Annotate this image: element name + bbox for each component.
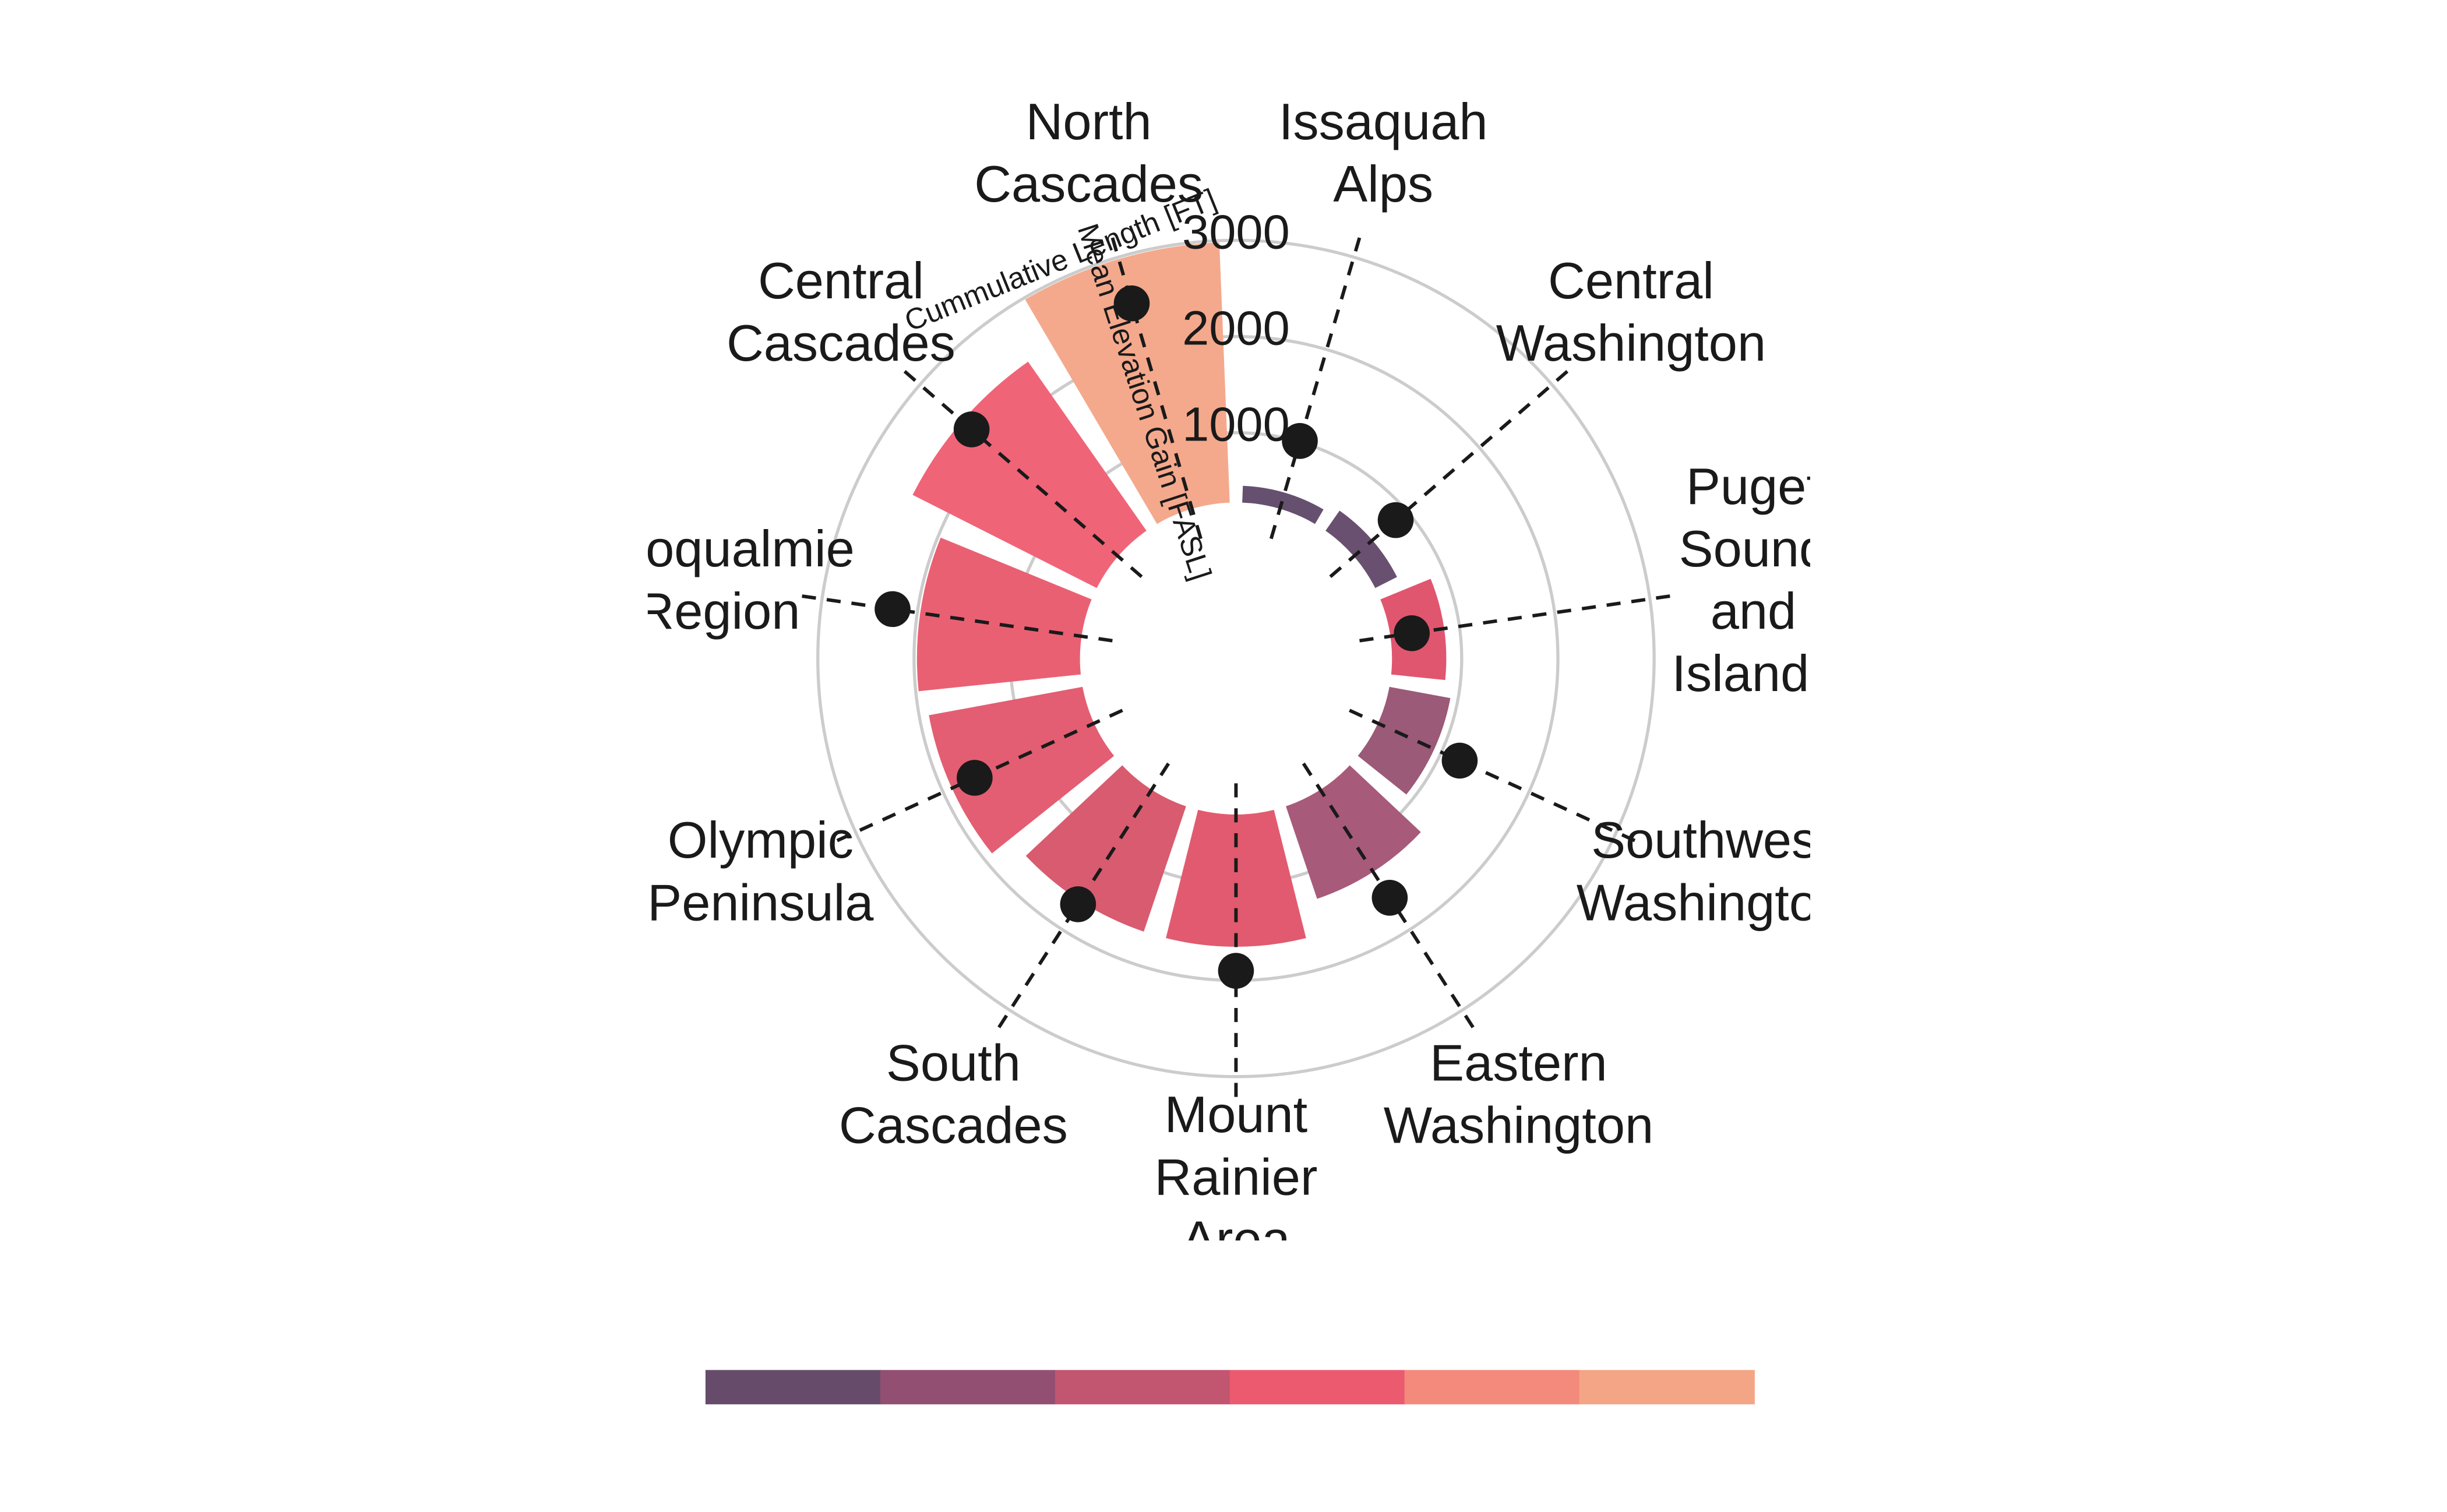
dot — [1394, 615, 1430, 651]
category-label: Eastern Washington — [1384, 1034, 1653, 1154]
colorbar-swatch — [880, 1370, 1056, 1405]
r-tick-label: 2000 — [1182, 301, 1290, 355]
dot — [1218, 953, 1254, 989]
colorbar — [705, 1370, 1755, 1405]
dot — [957, 760, 993, 796]
category-label: Southwest Washington — [1577, 812, 1846, 932]
spoke — [1329, 369, 1570, 579]
bar — [929, 682, 1135, 854]
dot — [1377, 502, 1414, 538]
category-label: Mount Rainier Area — [1154, 1085, 1317, 1268]
dot — [1113, 285, 1150, 322]
category-label: Issaquah Alps — [1279, 93, 1488, 213]
spoke — [1349, 709, 1637, 843]
category-label: Snoqualmie Region — [583, 520, 855, 640]
center-hole — [1080, 502, 1392, 815]
category-label: Central Washington — [1496, 252, 1766, 372]
dot — [1060, 886, 1096, 922]
dot — [1441, 742, 1478, 779]
dot — [953, 411, 990, 447]
category-label: Central Cascades — [727, 252, 955, 372]
category-label: South Cascades — [839, 1034, 1068, 1154]
dot — [1371, 879, 1408, 916]
bar — [1025, 242, 1231, 547]
colorbar-swatch — [705, 1370, 882, 1405]
r-tick-label: 3000 — [1182, 205, 1290, 259]
spoke — [800, 594, 1113, 643]
dot — [875, 591, 911, 628]
grid-circle — [816, 238, 1656, 1079]
r-tick-label: 1000 — [1182, 397, 1290, 452]
category-label: North Cascades — [974, 93, 1203, 213]
colorbar-swatch — [1404, 1370, 1580, 1405]
colorbar-swatch — [1579, 1370, 1755, 1405]
colorbar-swatch — [1055, 1370, 1231, 1405]
bar — [916, 537, 1116, 692]
category-label: Puget Sound and Islands — [1672, 457, 1835, 702]
spoke — [902, 369, 1143, 579]
colorbar-swatch — [1229, 1370, 1405, 1405]
spoke — [1269, 235, 1362, 540]
bar — [1025, 747, 1195, 932]
dot — [1282, 423, 1318, 459]
category-label: Olympic Peninsula — [647, 812, 874, 932]
